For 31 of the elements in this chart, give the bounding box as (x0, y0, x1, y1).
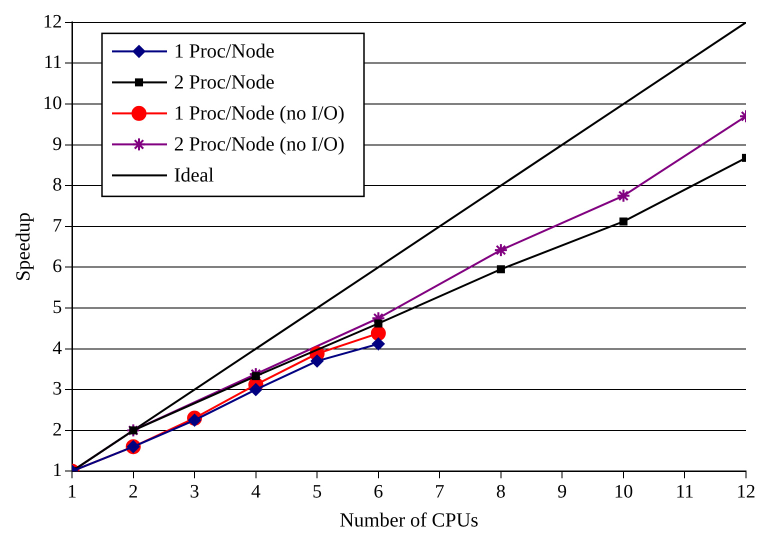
legend-label: 1 Proc/Node (174, 40, 275, 63)
y-tick-label: 8 (52, 174, 62, 196)
legend-label: 1 Proc/Node (no I/O) (174, 102, 345, 125)
x-tick-label: 2 (128, 482, 138, 503)
x-tick-label: 1 (67, 482, 77, 503)
x-tick-label: 4 (251, 482, 262, 503)
y-tick-label: 6 (52, 256, 62, 278)
y-tick-label: 9 (52, 134, 62, 155)
y-tick-label: 5 (52, 296, 62, 318)
y-tick-label: 3 (52, 378, 62, 400)
y-tick-label: 1 (52, 460, 62, 482)
y-tick-label: 2 (52, 419, 62, 440)
legend-label: 2 Proc/Node (no I/O) (174, 134, 345, 156)
legend-label: 2 Proc/Node (174, 72, 275, 94)
y-axis-title: Speedup (12, 212, 34, 282)
x-tick-label: 9 (557, 482, 567, 503)
x-tick-label: 8 (496, 482, 506, 503)
y-tick-label: 10 (43, 92, 62, 114)
y-tick-label: 7 (52, 215, 62, 236)
x-tick-label: 11 (676, 482, 694, 503)
x-tick-label: 12 (736, 482, 756, 503)
y-tick-label: 4 (52, 338, 62, 359)
x-tick-label: 6 (374, 482, 384, 503)
x-axis-title: Number of CPUs (340, 509, 479, 532)
legend-label: Ideal (174, 164, 214, 187)
y-tick-label: 12 (43, 11, 62, 32)
x-tick-label: 5 (312, 482, 322, 503)
x-tick-label: 3 (190, 482, 200, 503)
x-tick-label: 10 (614, 482, 633, 503)
x-tick-label: 7 (434, 482, 444, 503)
y-tick-label: 11 (44, 52, 62, 74)
